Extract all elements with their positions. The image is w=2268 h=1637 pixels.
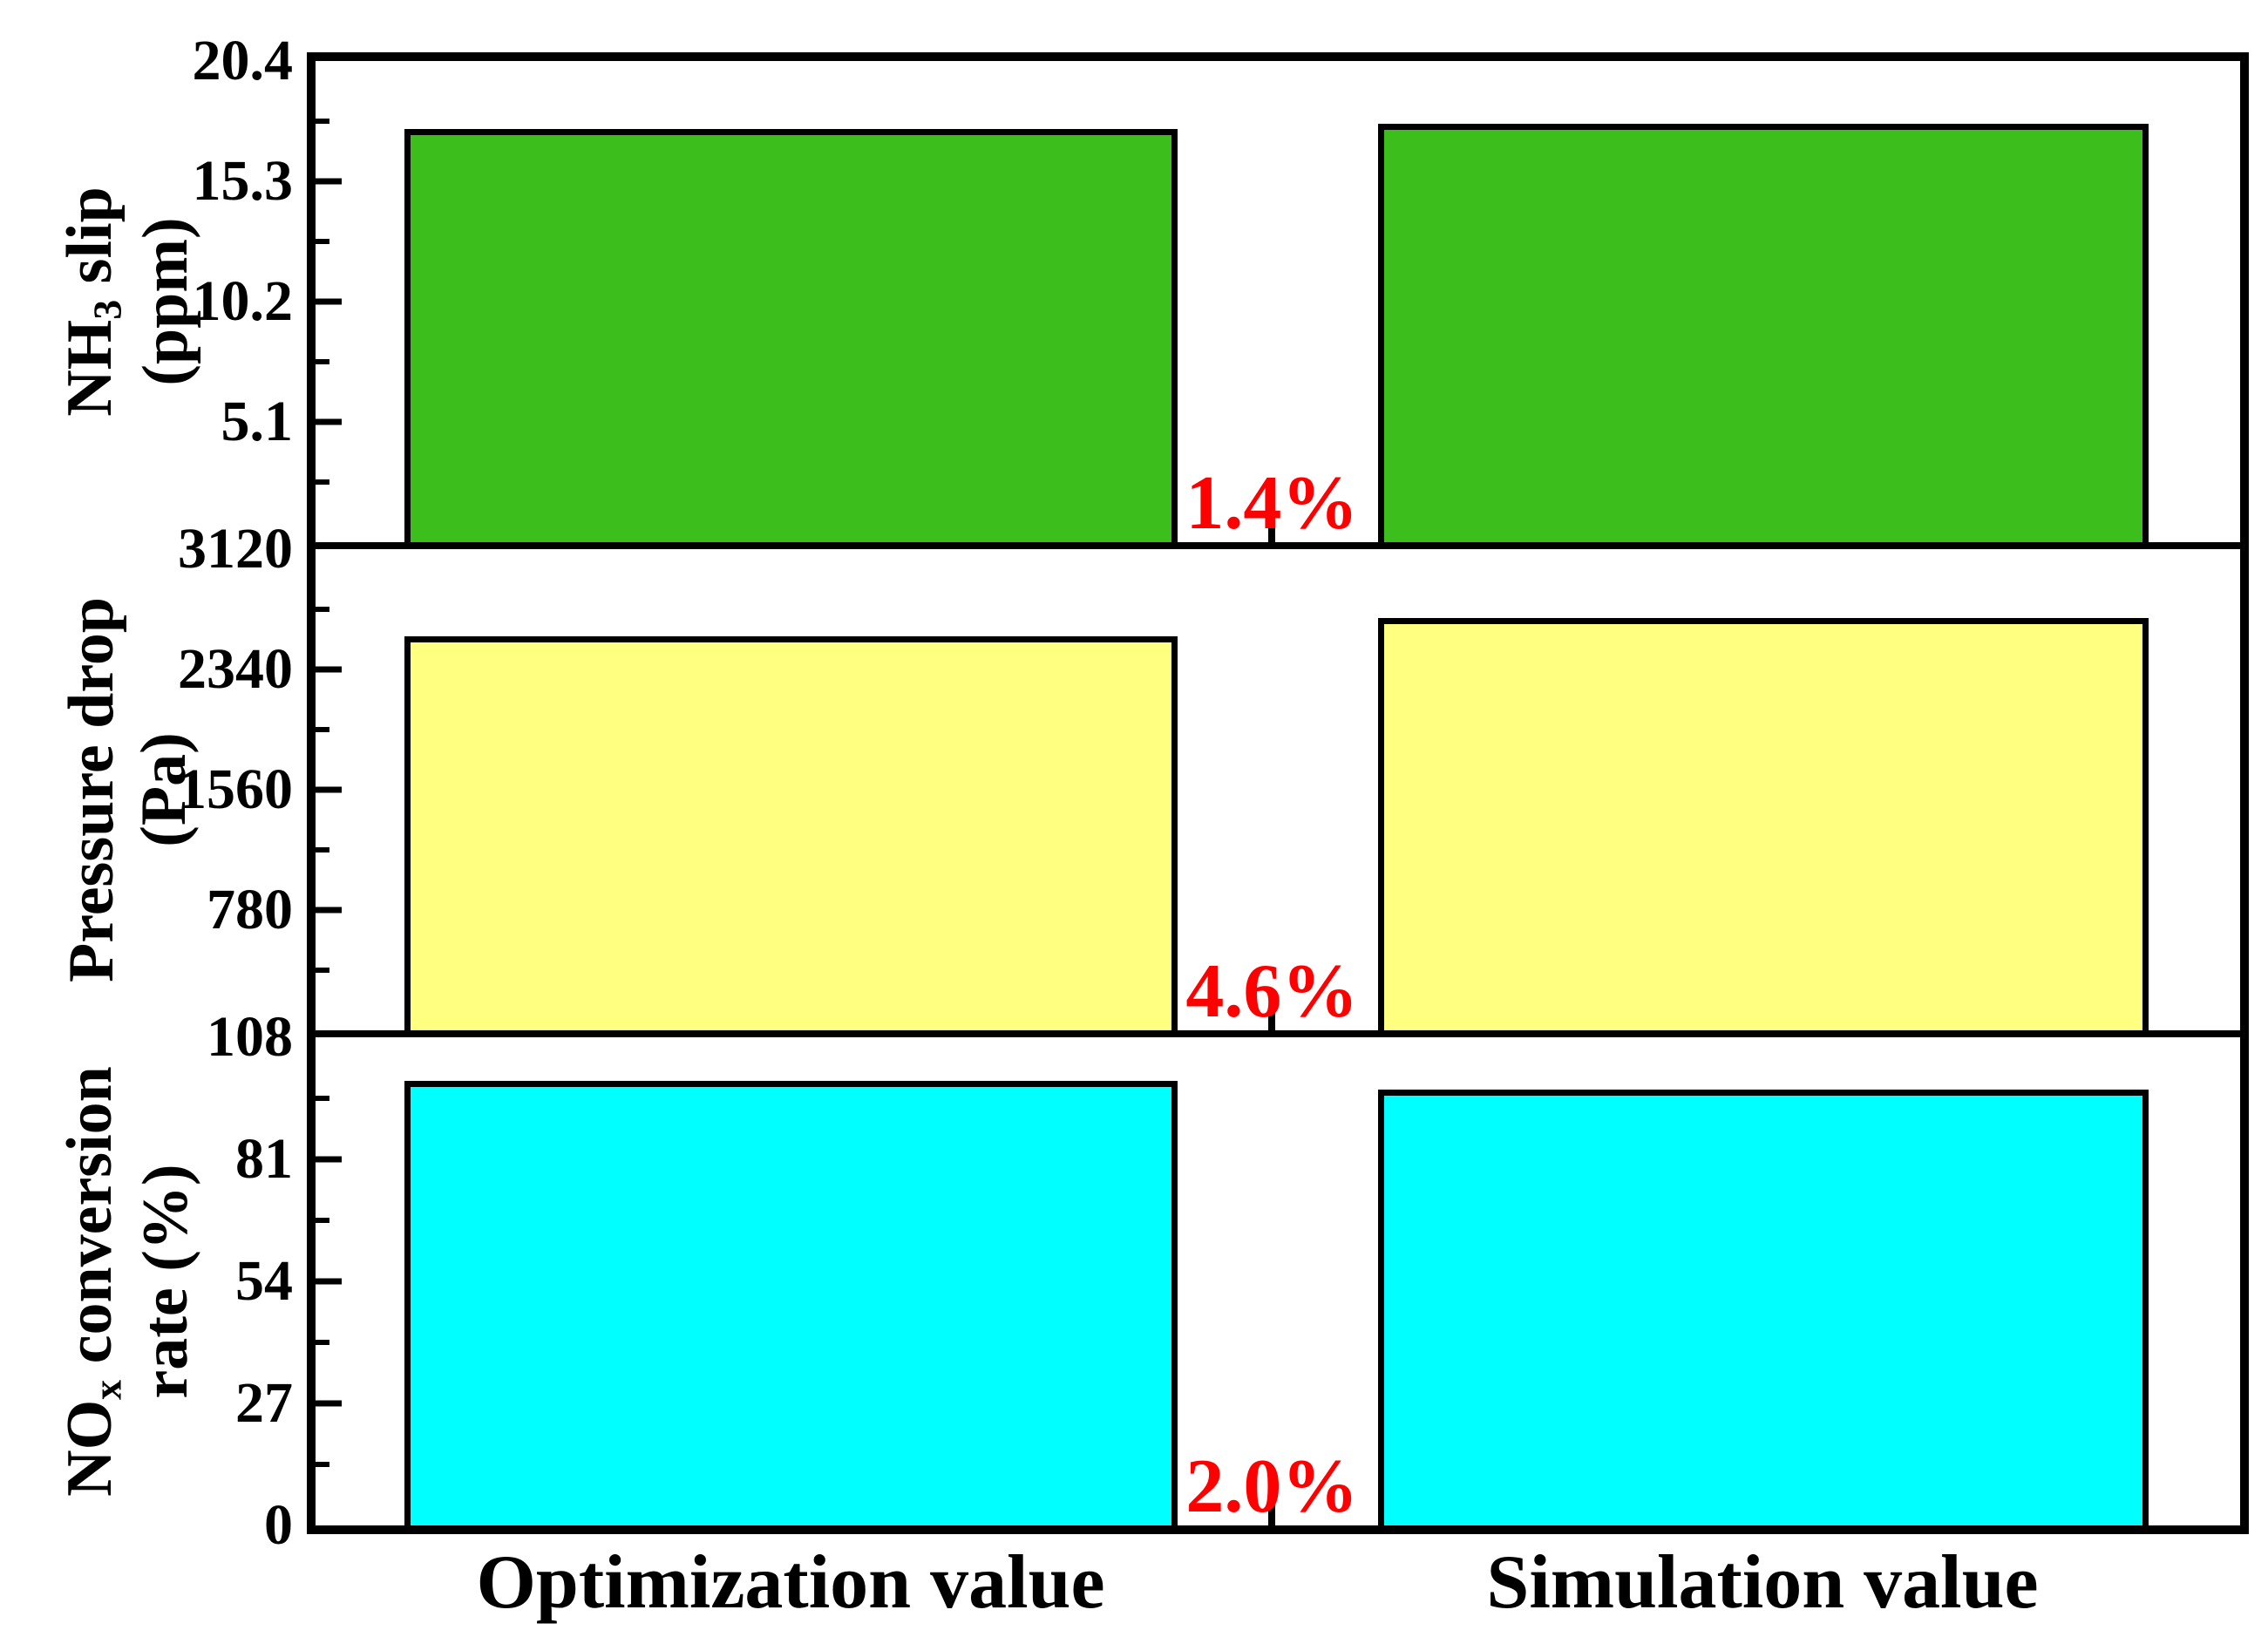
- y-axis-title-line: NOx conversion: [54, 1066, 130, 1497]
- y-axis-major-tick: [316, 178, 342, 185]
- y-tick-label-nh3-slip: 20.4: [192, 29, 294, 92]
- x-category-label-optimization: Optimization value: [476, 1540, 1105, 1625]
- bar-nh3-slip-optimization: [404, 129, 1178, 542]
- title-text: conversion: [54, 1066, 126, 1380]
- y-axis-major-tick: [316, 1156, 342, 1163]
- panel-pressure-drop: 3120 2340 1560 780 4.6% Pressure drop (Pa): [56, 520, 2240, 1037]
- y-tick-label-nox-conversion: 108: [207, 1005, 293, 1069]
- panel-nox-conversion: 108 81 54 27 0 2.0% NOx conversion rate (%): [54, 1009, 2240, 1554]
- y-axis-minor-tick: [316, 1340, 329, 1345]
- y-tick-label-pressure-drop: 2340: [178, 637, 293, 701]
- y-axis-major-tick: [316, 1278, 342, 1285]
- y-axis-title-line: (ppm): [130, 187, 202, 417]
- title-text: NO: [54, 1399, 126, 1497]
- y-axis-title-line: rate (%): [130, 1066, 202, 1497]
- y-axis-minor-tick: [316, 119, 329, 124]
- y-tick-label-nox-conversion: 54: [235, 1249, 293, 1313]
- y-axis-minor-tick: [316, 239, 329, 244]
- y-axis-minor-tick: [316, 968, 329, 973]
- y-axis-minor-tick: [316, 1462, 329, 1467]
- y-axis-minor-tick: [316, 479, 329, 485]
- panel-nh3-slip: 20.4 15.3 10.2 5.1 1.4% NH3 slip (ppm): [54, 32, 2240, 549]
- y-axis-title-pressure-drop: Pressure drop (Pa): [56, 597, 200, 982]
- x-category-label-simulation: Simulation value: [1486, 1540, 2039, 1625]
- title-text: slip: [54, 187, 126, 300]
- y-axis-major-tick: [316, 907, 342, 914]
- y-tick-label-nh3-slip: 10.2: [192, 269, 294, 333]
- title-text: Pressure drop: [56, 597, 128, 982]
- bar-pressure-drop-simulation: [1377, 618, 2149, 1030]
- diff-percentage-label-nox-conversion: 2.0%: [1185, 1444, 1359, 1530]
- title-text: (ppm): [129, 217, 201, 386]
- bar-nox-conversion-optimization: [404, 1080, 1178, 1525]
- y-axis-title-line: NH3 slip: [54, 187, 130, 417]
- y-tick-label-nh3-slip: 5.1: [221, 390, 294, 453]
- y-axis-major-tick: [316, 1400, 342, 1407]
- subscript-text: 3: [85, 299, 130, 320]
- y-axis-minor-tick: [316, 607, 329, 612]
- subscript-text: x: [85, 1379, 130, 1400]
- plot-area: 20.4 15.3 10.2 5.1 1.4% NH3 slip (ppm) 3120 2340…: [54, 32, 2249, 1554]
- y-axis-title-line: (Pa): [128, 597, 200, 982]
- y-tick-label-nox-conversion: 0: [264, 1493, 293, 1557]
- y-tick-label-pressure-drop: 780: [207, 878, 293, 941]
- diff-percentage-label-nh3-slip: 1.4%: [1185, 461, 1359, 547]
- y-tick-label-nox-conversion: 81: [235, 1127, 293, 1191]
- y-axis-major-tick: [316, 666, 342, 673]
- bar-nh3-slip-simulation: [1377, 123, 2149, 542]
- x-axis-tick: [1268, 1503, 1276, 1525]
- bar-pressure-drop-optimization: [404, 635, 1178, 1030]
- y-axis-major-tick: [316, 786, 342, 793]
- y-tick-label-nox-conversion: 27: [235, 1371, 293, 1435]
- y-tick-label-pressure-drop: 3120: [178, 517, 293, 581]
- y-axis-minor-tick: [316, 359, 329, 364]
- y-axis-minor-tick: [316, 1096, 329, 1101]
- title-text: NH: [54, 319, 126, 417]
- y-axis-minor-tick: [316, 1218, 329, 1223]
- x-axis-tick: [1268, 1008, 1276, 1030]
- diff-percentage-label-pressure-drop: 4.6%: [1185, 949, 1359, 1035]
- y-axis-minor-tick: [316, 727, 329, 732]
- y-axis-major-tick: [316, 418, 342, 425]
- y-tick-label-pressure-drop: 1560: [178, 757, 293, 821]
- title-text: (Pa): [128, 732, 200, 847]
- y-axis-title-nh3-slip: NH3 slip (ppm): [54, 187, 202, 417]
- x-axis-tick: [1268, 520, 1276, 542]
- title-text: rate (%): [129, 1164, 201, 1399]
- y-tick-label-nh3-slip: 15.3: [192, 149, 294, 213]
- y-axis-title-line: Pressure drop: [56, 597, 128, 982]
- y-axis-major-tick: [316, 298, 342, 305]
- bar-nox-conversion-simulation: [1377, 1089, 2149, 1525]
- y-axis-minor-tick: [316, 847, 329, 852]
- y-axis-title-nox-conversion: NOx conversion rate (%): [54, 1066, 202, 1497]
